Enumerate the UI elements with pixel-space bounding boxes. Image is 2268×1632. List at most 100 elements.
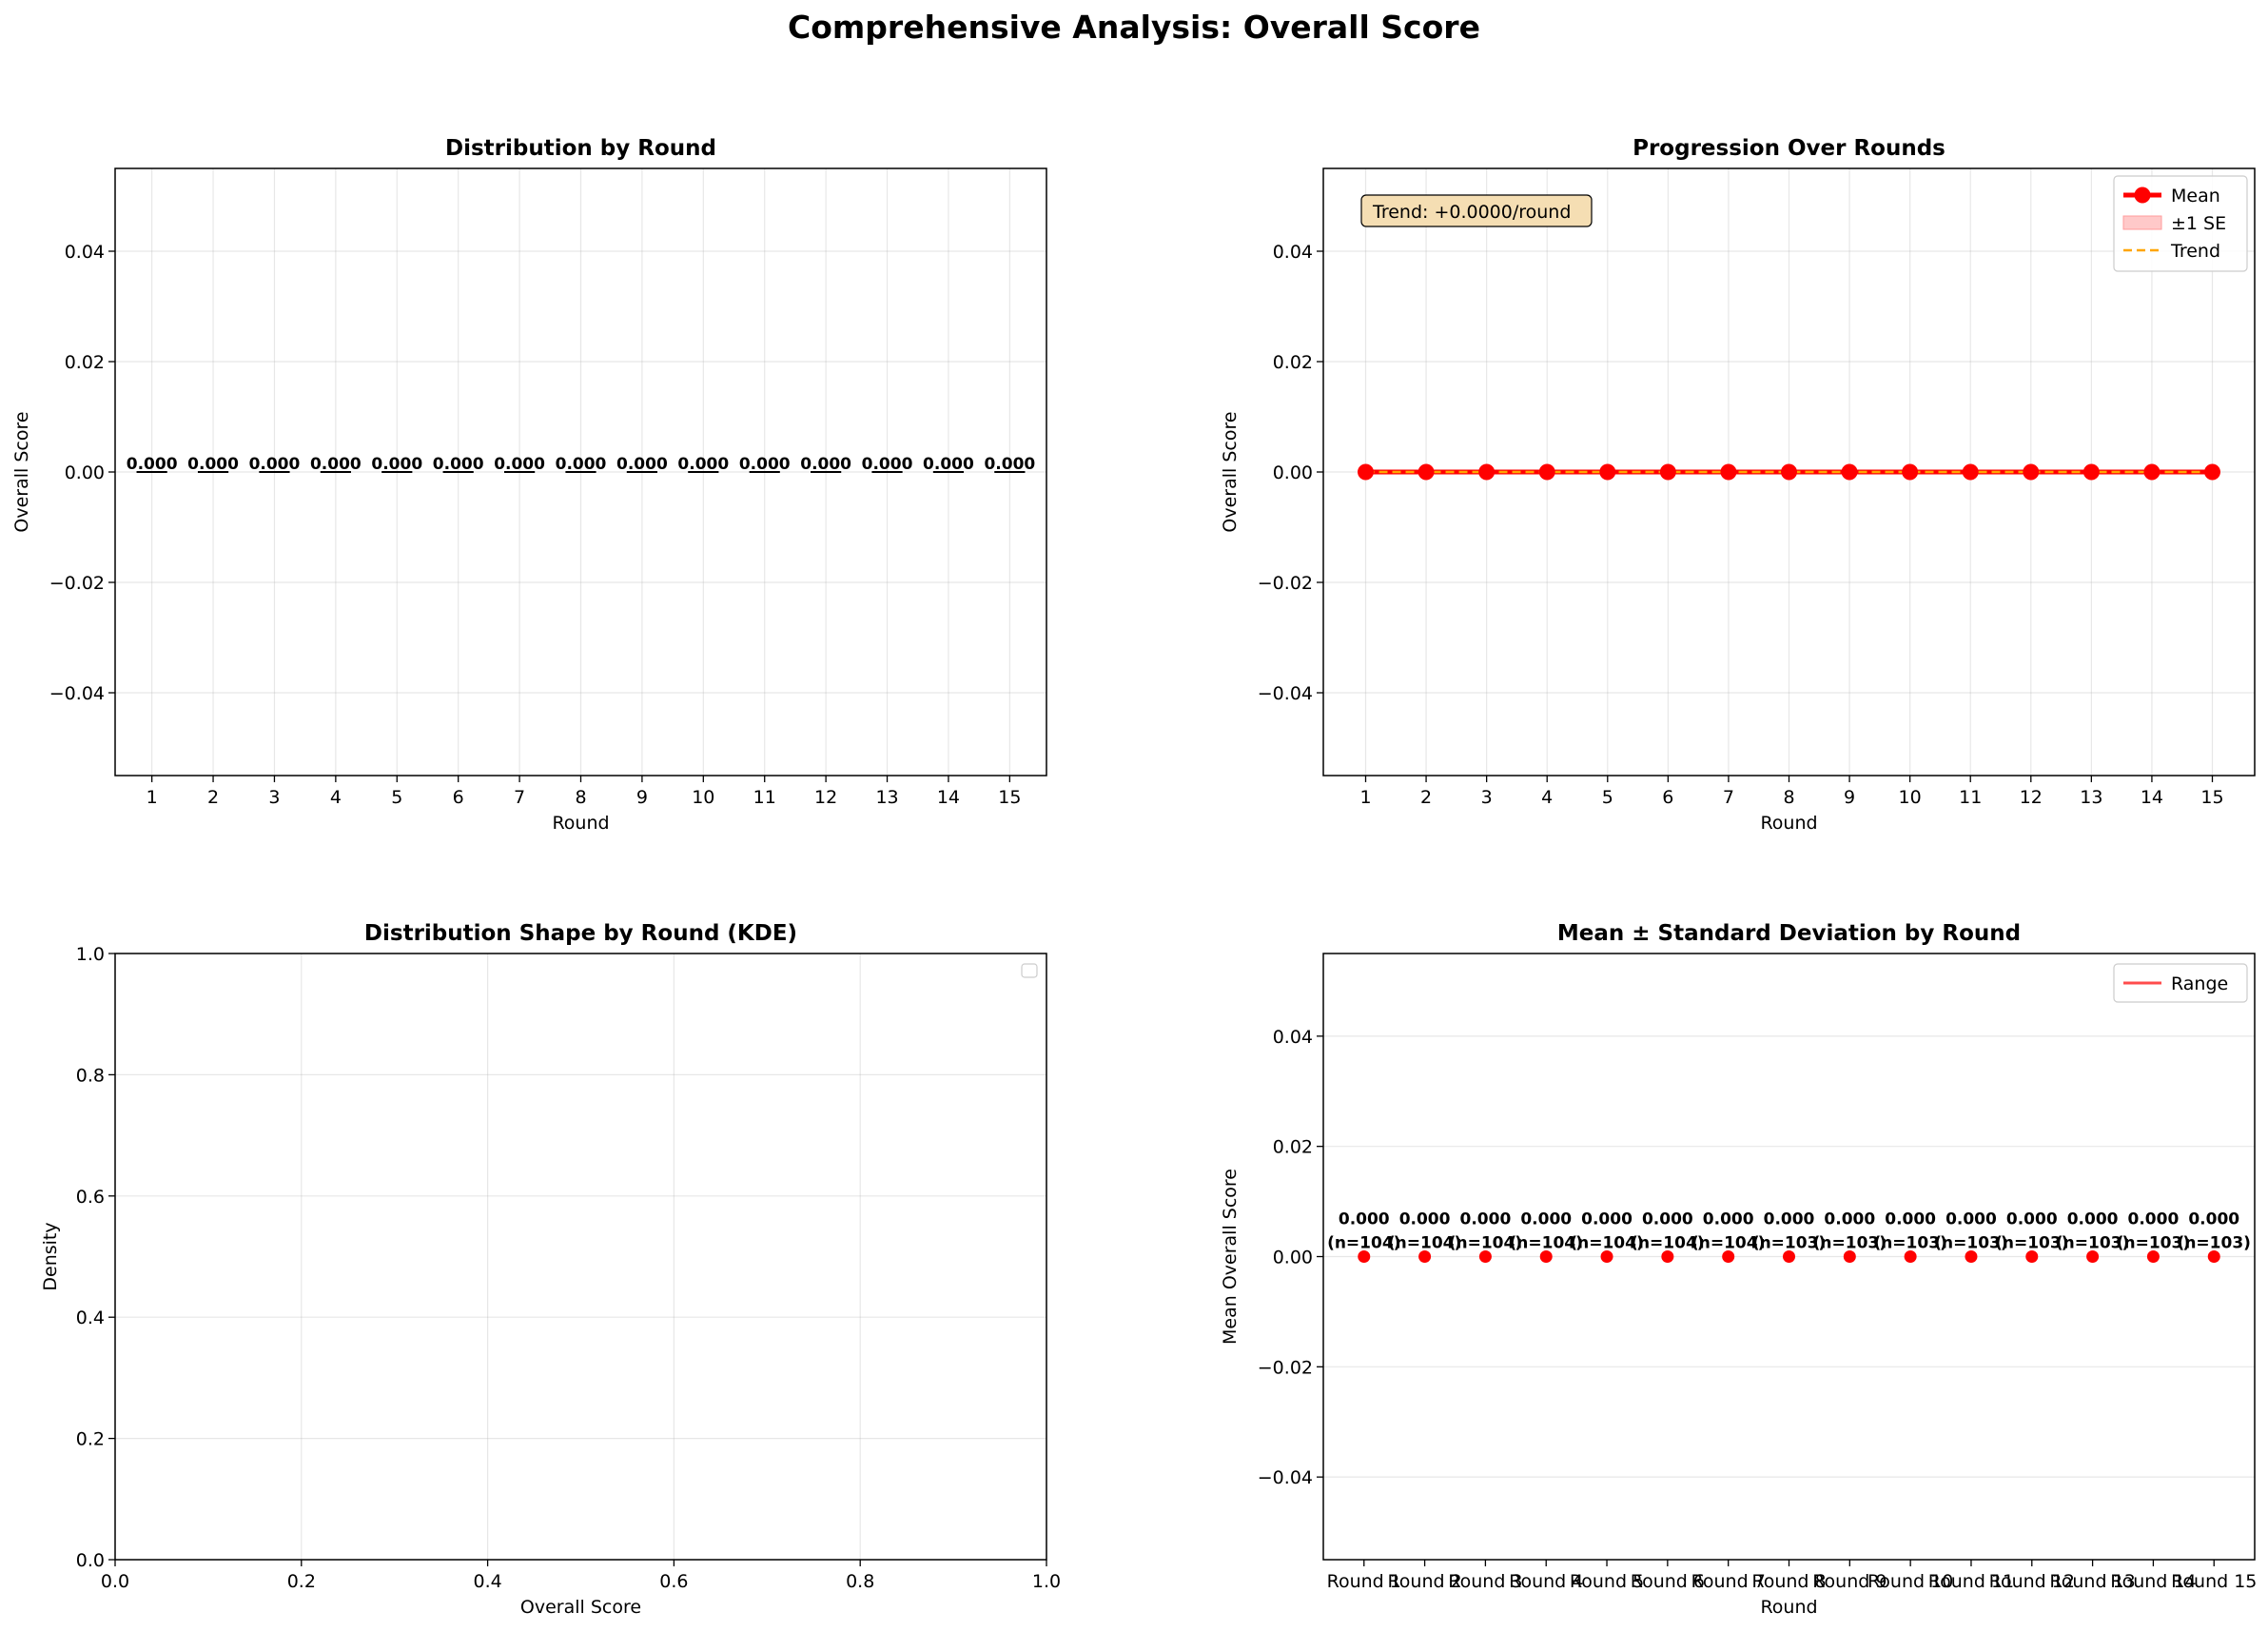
x-tick-label: Round 15 (2171, 1571, 2257, 1592)
x-tick-label: 2 (1420, 787, 1432, 808)
sample-count-label: (n=103) (1934, 1234, 2007, 1253)
plot-frame (114, 953, 1047, 1561)
y-tick-label: −0.04 (1258, 683, 1313, 704)
x-tick-label: 12 (814, 787, 837, 808)
mean-marker (1418, 1250, 1432, 1263)
mean-point (1962, 463, 1979, 481)
y-tick-label: −0.02 (1258, 1357, 1313, 1378)
legend-mean-label: Mean (2171, 186, 2220, 206)
x-tick-label: Round 14 (2110, 1571, 2196, 1592)
x-tick-label: 7 (1723, 787, 1734, 808)
x-tick-label: Round 1 (1327, 1571, 1401, 1592)
mean-marker (1539, 1250, 1553, 1263)
x-tick-label: 13 (875, 787, 898, 808)
mean-point (2082, 463, 2100, 481)
median-value-label: 0.000 (187, 455, 239, 474)
median-value-label: 0.000 (249, 455, 301, 474)
panel-title: Mean ± Standard Deviation by Round (1557, 921, 2021, 946)
x-tick-label: 5 (391, 787, 402, 808)
sample-count-label: (n=103) (2117, 1234, 2190, 1253)
median-value-label: 0.000 (433, 455, 484, 474)
y-tick-label: 0.02 (1273, 352, 1313, 373)
legend-mean-marker (2134, 187, 2151, 204)
x-tick-label: 1 (1359, 787, 1371, 808)
x-tick-label: Round 10 (1867, 1571, 1953, 1592)
y-tick-label: 0.02 (65, 352, 105, 373)
y-tick-label: 0.6 (76, 1187, 105, 1208)
x-tick-label: 0.0 (101, 1571, 129, 1592)
median-value-label: 0.000 (862, 455, 913, 474)
x-tick-label: 7 (514, 787, 525, 808)
mean-point (1538, 463, 1555, 481)
x-tick-label: Round 3 (1448, 1571, 1522, 1592)
sample-count-label: (n=104) (1570, 1234, 1643, 1253)
plot-frame (114, 167, 1047, 777)
sample-count-label: (n=103) (2056, 1234, 2129, 1253)
y-tick-label: 0.8 (76, 1065, 105, 1086)
x-tick-label: 5 (1602, 787, 1613, 808)
x-tick-label: Round 12 (1989, 1571, 2075, 1592)
sample-count-label: (n=103) (2178, 1234, 2251, 1253)
y-tick-label: 0.00 (1273, 1248, 1313, 1268)
sample-count-label: (n=104) (1388, 1234, 1461, 1253)
x-tick-label: 1.0 (1032, 1571, 1061, 1592)
y-tick-label: −0.02 (1258, 573, 1313, 594)
y-axis-label: Mean Overall Score (1220, 1169, 1241, 1345)
x-tick-label: 4 (330, 787, 342, 808)
x-axis-label: Round (1760, 813, 1817, 834)
sample-count-label: (n=104) (1327, 1234, 1400, 1253)
mean-marker (1478, 1250, 1492, 1263)
mean-marker (2025, 1250, 2039, 1263)
panel-title: Distribution Shape by Round (KDE) (364, 921, 797, 946)
mean-value-label: 0.000 (1642, 1210, 1693, 1229)
x-tick-label: Round 6 (1631, 1571, 1705, 1592)
x-tick-label: 1 (147, 787, 158, 808)
y-tick-label: 0.04 (65, 242, 105, 263)
median-value-label: 0.000 (677, 455, 729, 474)
x-tick-label: 14 (2141, 787, 2163, 808)
mean-marker (1843, 1250, 1856, 1263)
x-tick-label: Round 11 (1928, 1571, 2014, 1592)
sample-count-label: (n=103) (1995, 1234, 2068, 1253)
sample-count-label: (n=103) (1813, 1234, 1887, 1253)
empty-legend-box (1021, 963, 1038, 978)
y-tick-label: 0.02 (1273, 1137, 1313, 1158)
sample-count-label: (n=103) (1752, 1234, 1826, 1253)
x-tick-label: 15 (998, 787, 1021, 808)
y-tick-label: 0.0 (76, 1550, 105, 1571)
mean-point (1418, 463, 1435, 481)
x-tick-label: Round 5 (1570, 1571, 1644, 1592)
x-tick-label: Round 7 (1691, 1571, 1766, 1592)
panel-mean-std: Mean ± Standard Deviation by Round Round… (1220, 921, 2257, 1618)
x-tick-label: 8 (575, 787, 586, 808)
sample-count-label: (n=104) (1691, 1234, 1765, 1253)
y-axis-label: Overall Score (1220, 411, 1241, 532)
x-tick-label: 0.8 (846, 1571, 874, 1592)
x-tick-label: 2 (207, 787, 219, 808)
mean-value-label: 0.000 (1520, 1210, 1572, 1229)
mean-value-label: 0.000 (1824, 1210, 1875, 1229)
mean-value-label: 0.000 (1460, 1210, 1512, 1229)
x-tick-label: 4 (1541, 787, 1553, 808)
median-value-label: 0.000 (494, 455, 545, 474)
median-value-label: 0.000 (800, 455, 851, 474)
mean-value-label: 0.000 (1703, 1210, 1754, 1229)
x-tick-label: 3 (1481, 787, 1493, 808)
panel-distribution-by-round: Distribution by Round Round Overall Scor… (11, 136, 1047, 834)
legend-range-label: Range (2171, 973, 2228, 994)
plot-frame (1322, 953, 2256, 1561)
mean-point (1478, 463, 1496, 481)
panel-progression-over-rounds: Progression Over Rounds Round Overall Sc… (1220, 136, 2256, 834)
x-tick-label: 0.2 (287, 1571, 316, 1592)
mean-value-label: 0.000 (1945, 1210, 1997, 1229)
x-tick-label: Round 13 (2049, 1571, 2135, 1592)
median-value-label: 0.000 (556, 455, 607, 474)
x-tick-label: 10 (1899, 787, 1922, 808)
x-tick-label: 9 (1844, 787, 1855, 808)
x-tick-label: 3 (268, 787, 280, 808)
mean-point (1659, 463, 1676, 481)
x-axis-label: Round (552, 813, 609, 834)
mean-value-label: 0.000 (2188, 1210, 2239, 1229)
mean-point (1902, 463, 1919, 481)
